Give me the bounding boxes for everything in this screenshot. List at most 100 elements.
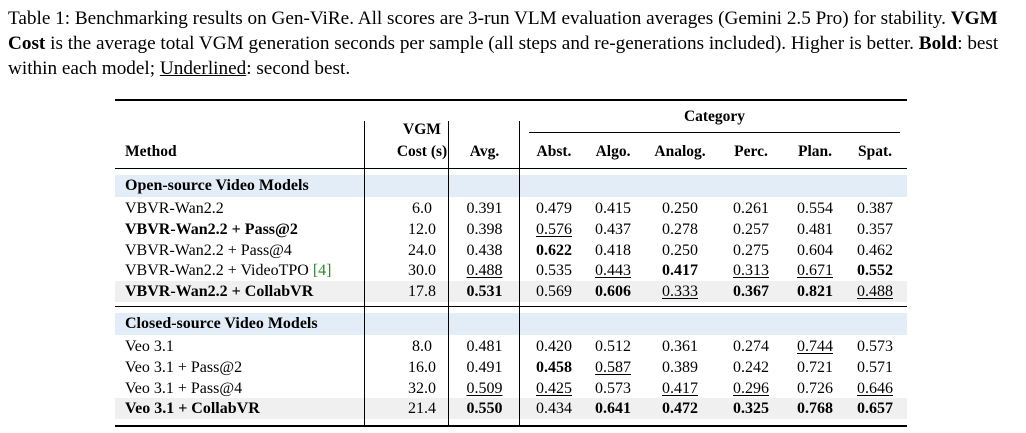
algo-value: 0.443 [595,262,631,280]
analog-value: 0.250 [662,241,698,259]
avg-value: 0.550 [466,400,503,418]
spat-cell: 0.657 [845,398,905,419]
cost-value: 30.0 [408,262,436,280]
algo-value: 0.573 [595,379,631,397]
abst-value: 0.425 [536,379,572,397]
caption-cost-term: VGM Cost [8,8,998,54]
abst-cell: 0.622 [524,240,584,261]
cost-cell: 32.0 [377,378,467,399]
cost-cell: 6.0 [377,198,467,219]
perc-cell: 0.274 [721,336,781,357]
perc-value: 0.261 [733,200,769,217]
analog-cell: 0.417 [645,260,715,281]
cost-cell: 16.0 [377,357,467,378]
perc-value: 0.296 [733,379,769,397]
perc-value: 0.325 [733,400,769,418]
method-name: Veo 3.1 + CollabVR [125,400,260,418]
perc-cell: 0.261 [721,198,781,219]
spat-cell: 0.571 [845,357,905,378]
abst-value: 0.458 [536,358,572,376]
plan-cell: 0.671 [785,260,845,281]
analog-cell: 0.361 [645,336,715,357]
column-divider [519,121,520,425]
section-title: Closed-source Video Models [125,315,318,332]
header-avg: Avg. [469,143,500,160]
cost-value: 6.0 [412,200,432,217]
avg-value: 0.509 [466,379,503,397]
plan-cell: 0.768 [785,398,845,419]
plan-value: 0.721 [797,358,833,376]
spat-cell: 0.357 [845,219,905,240]
plan-value: 0.604 [797,241,833,259]
method-name: Veo 3.1 + Pass@4 [125,379,243,397]
abst-cell: 0.458 [524,357,584,378]
cost-value: 8.0 [412,338,432,355]
spat-value: 0.657 [857,400,893,418]
algo-value: 0.418 [595,241,631,259]
abst-value: 0.535 [536,262,572,280]
header-category: Category [683,108,746,125]
header-rule [115,168,907,169]
method-name: VBVR-Wan2.2 + VideoTPO [125,262,313,280]
column-divider [364,121,365,425]
plan-value: 0.744 [797,338,833,355]
method-cell: Veo 3.1 + CollabVR [125,398,260,419]
top-rule [115,99,907,101]
abst-value: 0.479 [536,200,572,217]
analog-value: 0.333 [662,283,698,301]
algo-cell: 0.437 [583,219,643,240]
cost-value: 24.0 [408,241,436,259]
analog-value: 0.472 [662,400,698,418]
plan-value: 0.481 [797,220,833,238]
analog-value: 0.389 [662,358,698,376]
perc-value: 0.275 [733,241,769,259]
algo-value: 0.415 [595,200,631,217]
table-caption: Table 1: Benchmarking results on Gen-ViR… [8,6,1018,81]
plan-cell: 0.744 [785,336,845,357]
analog-value: 0.361 [662,338,698,355]
header-perc: Perc. [734,143,768,160]
category-rule [529,132,900,133]
plan-cell: 0.604 [785,240,845,261]
method-name: VBVR-Wan2.2 [125,200,224,217]
abst-cell: 0.420 [524,336,584,357]
avg-value: 0.481 [466,338,503,355]
abst-cell: 0.576 [524,219,584,240]
avg-value: 0.391 [466,200,503,217]
perc-value: 0.313 [733,262,769,280]
cost-value: 12.0 [408,220,436,238]
algo-value: 0.587 [595,358,631,376]
plan-value: 0.821 [797,283,833,301]
abst-cell: 0.569 [524,281,584,302]
header-algo: Algo. [595,143,631,160]
header-vgm-top: VGM [403,121,441,138]
spat-value: 0.573 [857,338,893,355]
caption-bold-desc: : best within each model; [8,33,999,79]
abst-value: 0.622 [536,241,572,259]
plan-cell: 0.721 [785,357,845,378]
plan-value: 0.726 [797,379,833,397]
citation-link[interactable]: [4] [312,262,332,280]
algo-cell: 0.606 [583,281,643,302]
avg-cell: 0.438 [456,240,513,261]
analog-value: 0.417 [662,379,698,397]
method-cell: VBVR-Wan2.2 [125,198,224,219]
caption-underline-desc: : second best. [246,58,351,79]
method-name: Veo 3.1 + Pass@2 [125,358,243,376]
spat-cell: 0.552 [845,260,905,281]
algo-value: 0.641 [595,400,631,418]
plan-cell: 0.821 [785,281,845,302]
algo-cell: 0.443 [583,260,643,281]
spat-value: 0.571 [857,358,893,376]
section-rule [115,306,907,307]
abst-cell: 0.479 [524,198,584,219]
analog-cell: 0.250 [645,198,715,219]
cost-value: 21.4 [408,400,436,418]
caption-underline-term: Underlined [159,58,247,79]
algo-cell: 0.418 [583,240,643,261]
avg-value: 0.488 [466,262,503,280]
perc-value: 0.257 [733,220,769,238]
spat-value: 0.646 [857,379,893,397]
avg-value: 0.398 [466,220,503,238]
perc-cell: 0.296 [721,378,781,399]
